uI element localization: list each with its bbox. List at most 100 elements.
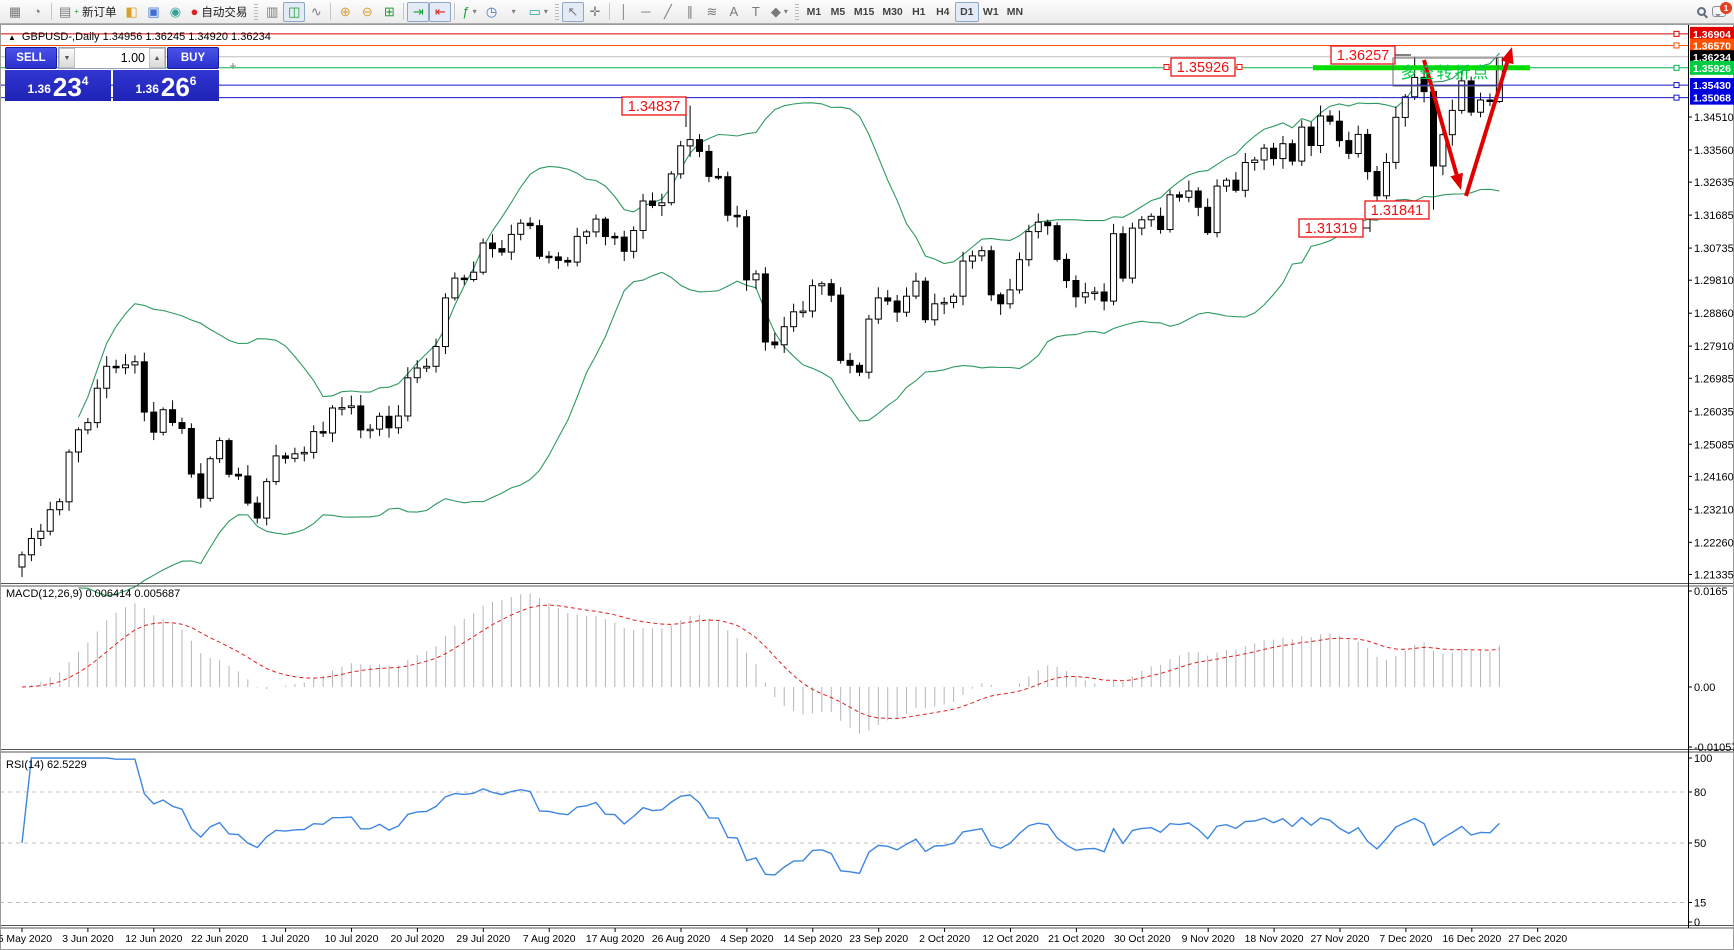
signals-button[interactable]: ◉ bbox=[164, 2, 186, 22]
note-box[interactable] bbox=[1392, 57, 1499, 87]
text-tool[interactable]: A bbox=[723, 2, 745, 22]
date-label: 16 Dec 2020 bbox=[1442, 934, 1501, 945]
candle-body bbox=[1326, 115, 1334, 122]
toolbar-drag-handle[interactable] bbox=[254, 3, 259, 20]
sell-price-base: 1.36 bbox=[27, 82, 51, 96]
channel-tool[interactable]: ∥ bbox=[679, 2, 701, 22]
crosshair-tool-button[interactable]: ✛ bbox=[584, 2, 606, 22]
candle-body bbox=[1270, 147, 1278, 160]
auto-scroll-button[interactable]: ⇥ bbox=[407, 1, 430, 22]
periods-button[interactable]: ◷ bbox=[481, 2, 503, 22]
candle-body bbox=[583, 231, 591, 237]
price-chip bbox=[1690, 26, 1734, 41]
toolbar-drag-handle[interactable] bbox=[554, 3, 559, 20]
tab-d1[interactable]: D1 bbox=[954, 1, 979, 22]
price-chip-label: 1.36570 bbox=[1693, 40, 1731, 52]
buy-price-display[interactable]: 1.36 26 6 bbox=[113, 70, 219, 101]
annotation-box[interactable] bbox=[1364, 200, 1430, 220]
rsi-caption: RSI(14) 62.5229 bbox=[6, 759, 87, 771]
bollinger-upper-band[interactable] bbox=[78, 52, 1500, 418]
zoom-out-button[interactable]: ⊖ bbox=[356, 2, 378, 22]
tab-w1[interactable]: W1 bbox=[982, 5, 999, 18]
line-handle[interactable] bbox=[1673, 42, 1680, 49]
horizontal-line-tool[interactable]: ─ bbox=[635, 2, 657, 22]
volume-input[interactable] bbox=[75, 48, 149, 68]
tab-h4[interactable]: H4 bbox=[936, 5, 950, 18]
auto-scroll-icon: ⇥ bbox=[412, 4, 424, 19]
search-icon[interactable] bbox=[1697, 7, 1706, 16]
tab-h1[interactable]: H1 bbox=[912, 5, 926, 18]
candle-body bbox=[733, 214, 741, 218]
trend-arrow-head[interactable] bbox=[1450, 172, 1463, 190]
sell-button[interactable]: SELL bbox=[5, 47, 57, 69]
indicators-button[interactable]: ƒ ▾ bbox=[458, 2, 480, 22]
notifications-icon[interactable]: 1 bbox=[1712, 2, 1732, 17]
candle-body bbox=[752, 273, 760, 281]
cursor-tool-button[interactable]: ↖ bbox=[561, 1, 584, 22]
volume-decrease-button[interactable]: ▼ bbox=[59, 48, 75, 68]
toolbar-drag-handle[interactable] bbox=[794, 3, 799, 20]
chart-canvas[interactable]: 1.34510 1.33560 1.32635 1.31685 1.30735 1.298… bbox=[0, 24, 1734, 950]
candle-body bbox=[338, 407, 346, 410]
candle-body bbox=[1354, 133, 1362, 154]
text-label-tool[interactable]: T bbox=[745, 2, 767, 22]
terminal-button[interactable]: ▣ bbox=[142, 2, 164, 22]
window-frame bbox=[0, 24, 1734, 950]
shapes-tool[interactable]: ◆ ▾ bbox=[767, 2, 792, 22]
trend-arrow[interactable] bbox=[1422, 59, 1459, 176]
candle-body bbox=[1345, 140, 1353, 154]
annotation-box[interactable] bbox=[1298, 218, 1364, 238]
tile-windows-button[interactable]: ⊞ bbox=[378, 2, 400, 22]
toolbar-separator bbox=[403, 3, 405, 20]
line-chart-button[interactable]: ∿ bbox=[305, 2, 327, 22]
one-click-trading-panel: SELL ▼ ▲ BUY 1.36 23 4 1.36 26 6 bbox=[5, 47, 219, 101]
trend-arrow-head[interactable] bbox=[1501, 47, 1514, 65]
trend-arrow[interactable] bbox=[1464, 61, 1510, 197]
date-label: 21 Oct 2020 bbox=[1048, 934, 1105, 945]
zoom-in-button[interactable]: ⊕ bbox=[334, 2, 356, 22]
price-tick-label: 1.31685 bbox=[1694, 210, 1734, 222]
candle-body bbox=[846, 359, 854, 366]
templates-button[interactable]: ▭ ▾ bbox=[525, 2, 552, 22]
candlestick-chart-button[interactable]: ◫ bbox=[283, 1, 306, 22]
tab-m5[interactable]: M5 bbox=[830, 5, 846, 18]
candle-body bbox=[18, 554, 26, 568]
tab-m30[interactable]: M30 bbox=[882, 5, 903, 18]
bar-chart-button[interactable]: ▥ bbox=[261, 2, 283, 22]
bollinger-lower-band[interactable] bbox=[78, 188, 1500, 597]
annotation-handle[interactable] bbox=[1236, 64, 1243, 70]
trendline-tool[interactable]: ╱ bbox=[657, 2, 679, 22]
candle-body bbox=[84, 422, 92, 431]
line-handle[interactable] bbox=[1673, 64, 1680, 71]
line-handle[interactable] bbox=[1673, 30, 1680, 37]
tab-m1[interactable]: M1 bbox=[806, 5, 822, 18]
date-label: 22 Jun 2020 bbox=[191, 934, 248, 945]
metaeditor-button[interactable]: ◧ bbox=[120, 2, 142, 22]
price-tick-label: 1.24160 bbox=[1694, 471, 1734, 483]
volume-increase-button[interactable]: ▲ bbox=[149, 48, 165, 68]
price-tick-label: 1.22260 bbox=[1694, 537, 1734, 549]
new-order-button[interactable]: ▤ + 新订单 bbox=[55, 2, 120, 22]
autotrading-button[interactable]: ● 自动交易 bbox=[186, 2, 251, 22]
annotation-box[interactable] bbox=[621, 96, 687, 116]
history-center-button[interactable]: ◔ bbox=[26, 2, 48, 22]
annotation-box[interactable] bbox=[1170, 57, 1236, 77]
tab-m15[interactable]: M15 bbox=[853, 5, 875, 18]
note-text[interactable]: 多空转折点 bbox=[1400, 64, 1490, 82]
chart-shift-button[interactable]: ⇤ bbox=[429, 1, 452, 22]
macd-caption: MACD(12,26,9) 0.006414 0.005687 bbox=[6, 588, 180, 600]
tab-mn[interactable]: MN bbox=[1006, 5, 1024, 18]
buy-button[interactable]: BUY bbox=[167, 47, 219, 69]
notification-badge: 1 bbox=[1720, 2, 1732, 14]
date-label: 29 Jul 2020 bbox=[456, 934, 510, 945]
candle-body bbox=[46, 509, 54, 532]
annotation-handle[interactable] bbox=[1163, 64, 1170, 70]
annotation-box[interactable] bbox=[1330, 45, 1396, 65]
vertical-line-tool[interactable]: │ bbox=[613, 2, 635, 22]
line-handle[interactable] bbox=[1673, 94, 1680, 101]
periods-dropdown[interactable]: ▾ bbox=[503, 2, 525, 22]
sell-price-display[interactable]: 1.36 23 4 bbox=[5, 70, 111, 101]
market-watch-button[interactable]: ▦ bbox=[4, 2, 26, 22]
fibonacci-tool[interactable]: ≋ bbox=[701, 2, 723, 22]
line-handle[interactable] bbox=[1673, 82, 1680, 89]
